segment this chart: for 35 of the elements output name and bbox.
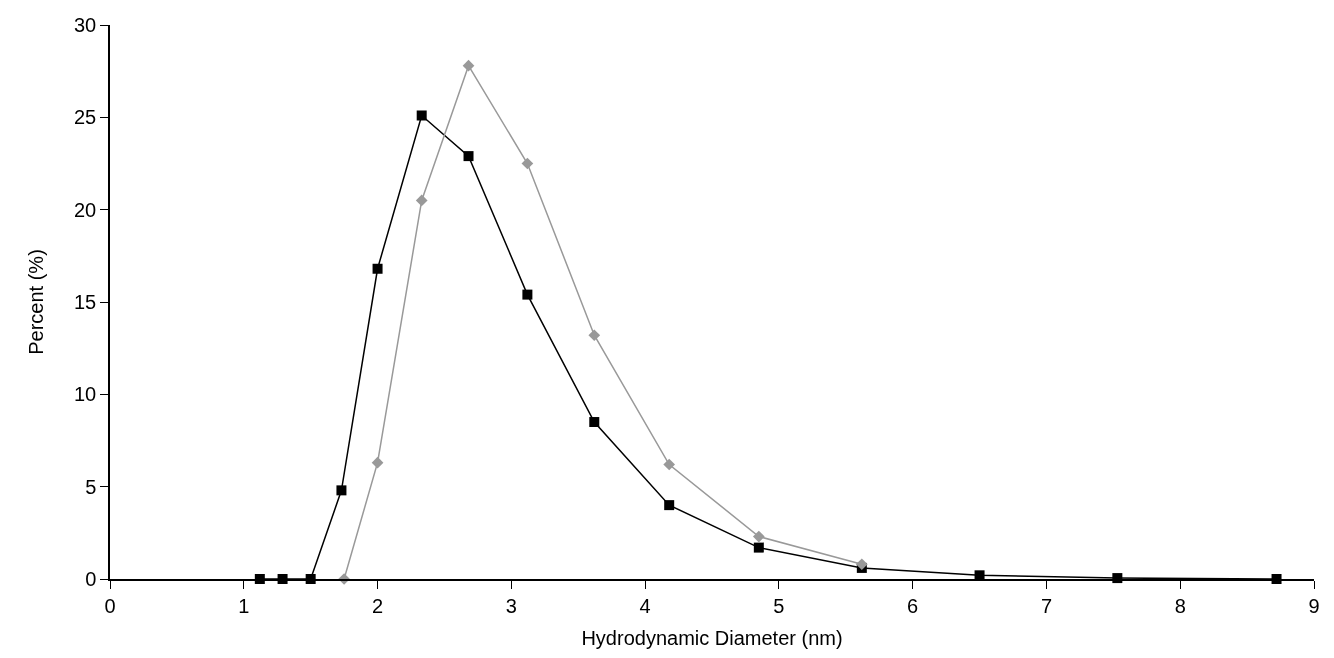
point — [588, 329, 601, 342]
point — [752, 530, 765, 543]
x-tick-label: 2 — [372, 594, 384, 617]
x-axis-title: Hydrodynamic Diameter (nm) — [581, 626, 843, 649]
y-tick-label: 0 — [85, 568, 97, 590]
y-tick-label: 5 — [85, 475, 97, 498]
y-tick-label: 30 — [74, 14, 97, 36]
x-tick-label: 9 — [1308, 594, 1320, 617]
point — [589, 417, 600, 428]
point — [416, 110, 427, 121]
y-tick-label: 25 — [74, 106, 97, 129]
point — [663, 458, 676, 471]
x-tick-label: 0 — [104, 594, 116, 617]
point — [522, 289, 533, 300]
x-tick-label: 1 — [238, 594, 250, 617]
point — [372, 263, 383, 274]
point — [415, 194, 428, 207]
y-tick-label: 10 — [74, 383, 97, 406]
x-tick-label: 8 — [1174, 594, 1186, 617]
point — [336, 485, 347, 496]
point — [371, 456, 384, 469]
y-axis-title: Percent (%) — [25, 249, 47, 355]
point — [664, 500, 675, 511]
y-tick-label: 15 — [74, 291, 97, 313]
point — [855, 558, 868, 571]
x-tick-label: 7 — [1040, 594, 1052, 617]
x-tick-label: 5 — [773, 594, 785, 617]
x-tick-label: 4 — [639, 594, 651, 617]
point — [521, 157, 534, 170]
point — [463, 151, 474, 162]
x-tick-label: 3 — [505, 594, 517, 617]
point — [753, 542, 764, 553]
y-tick-label: 20 — [74, 198, 97, 221]
point — [462, 59, 475, 72]
x-tick-label: 6 — [907, 594, 919, 617]
